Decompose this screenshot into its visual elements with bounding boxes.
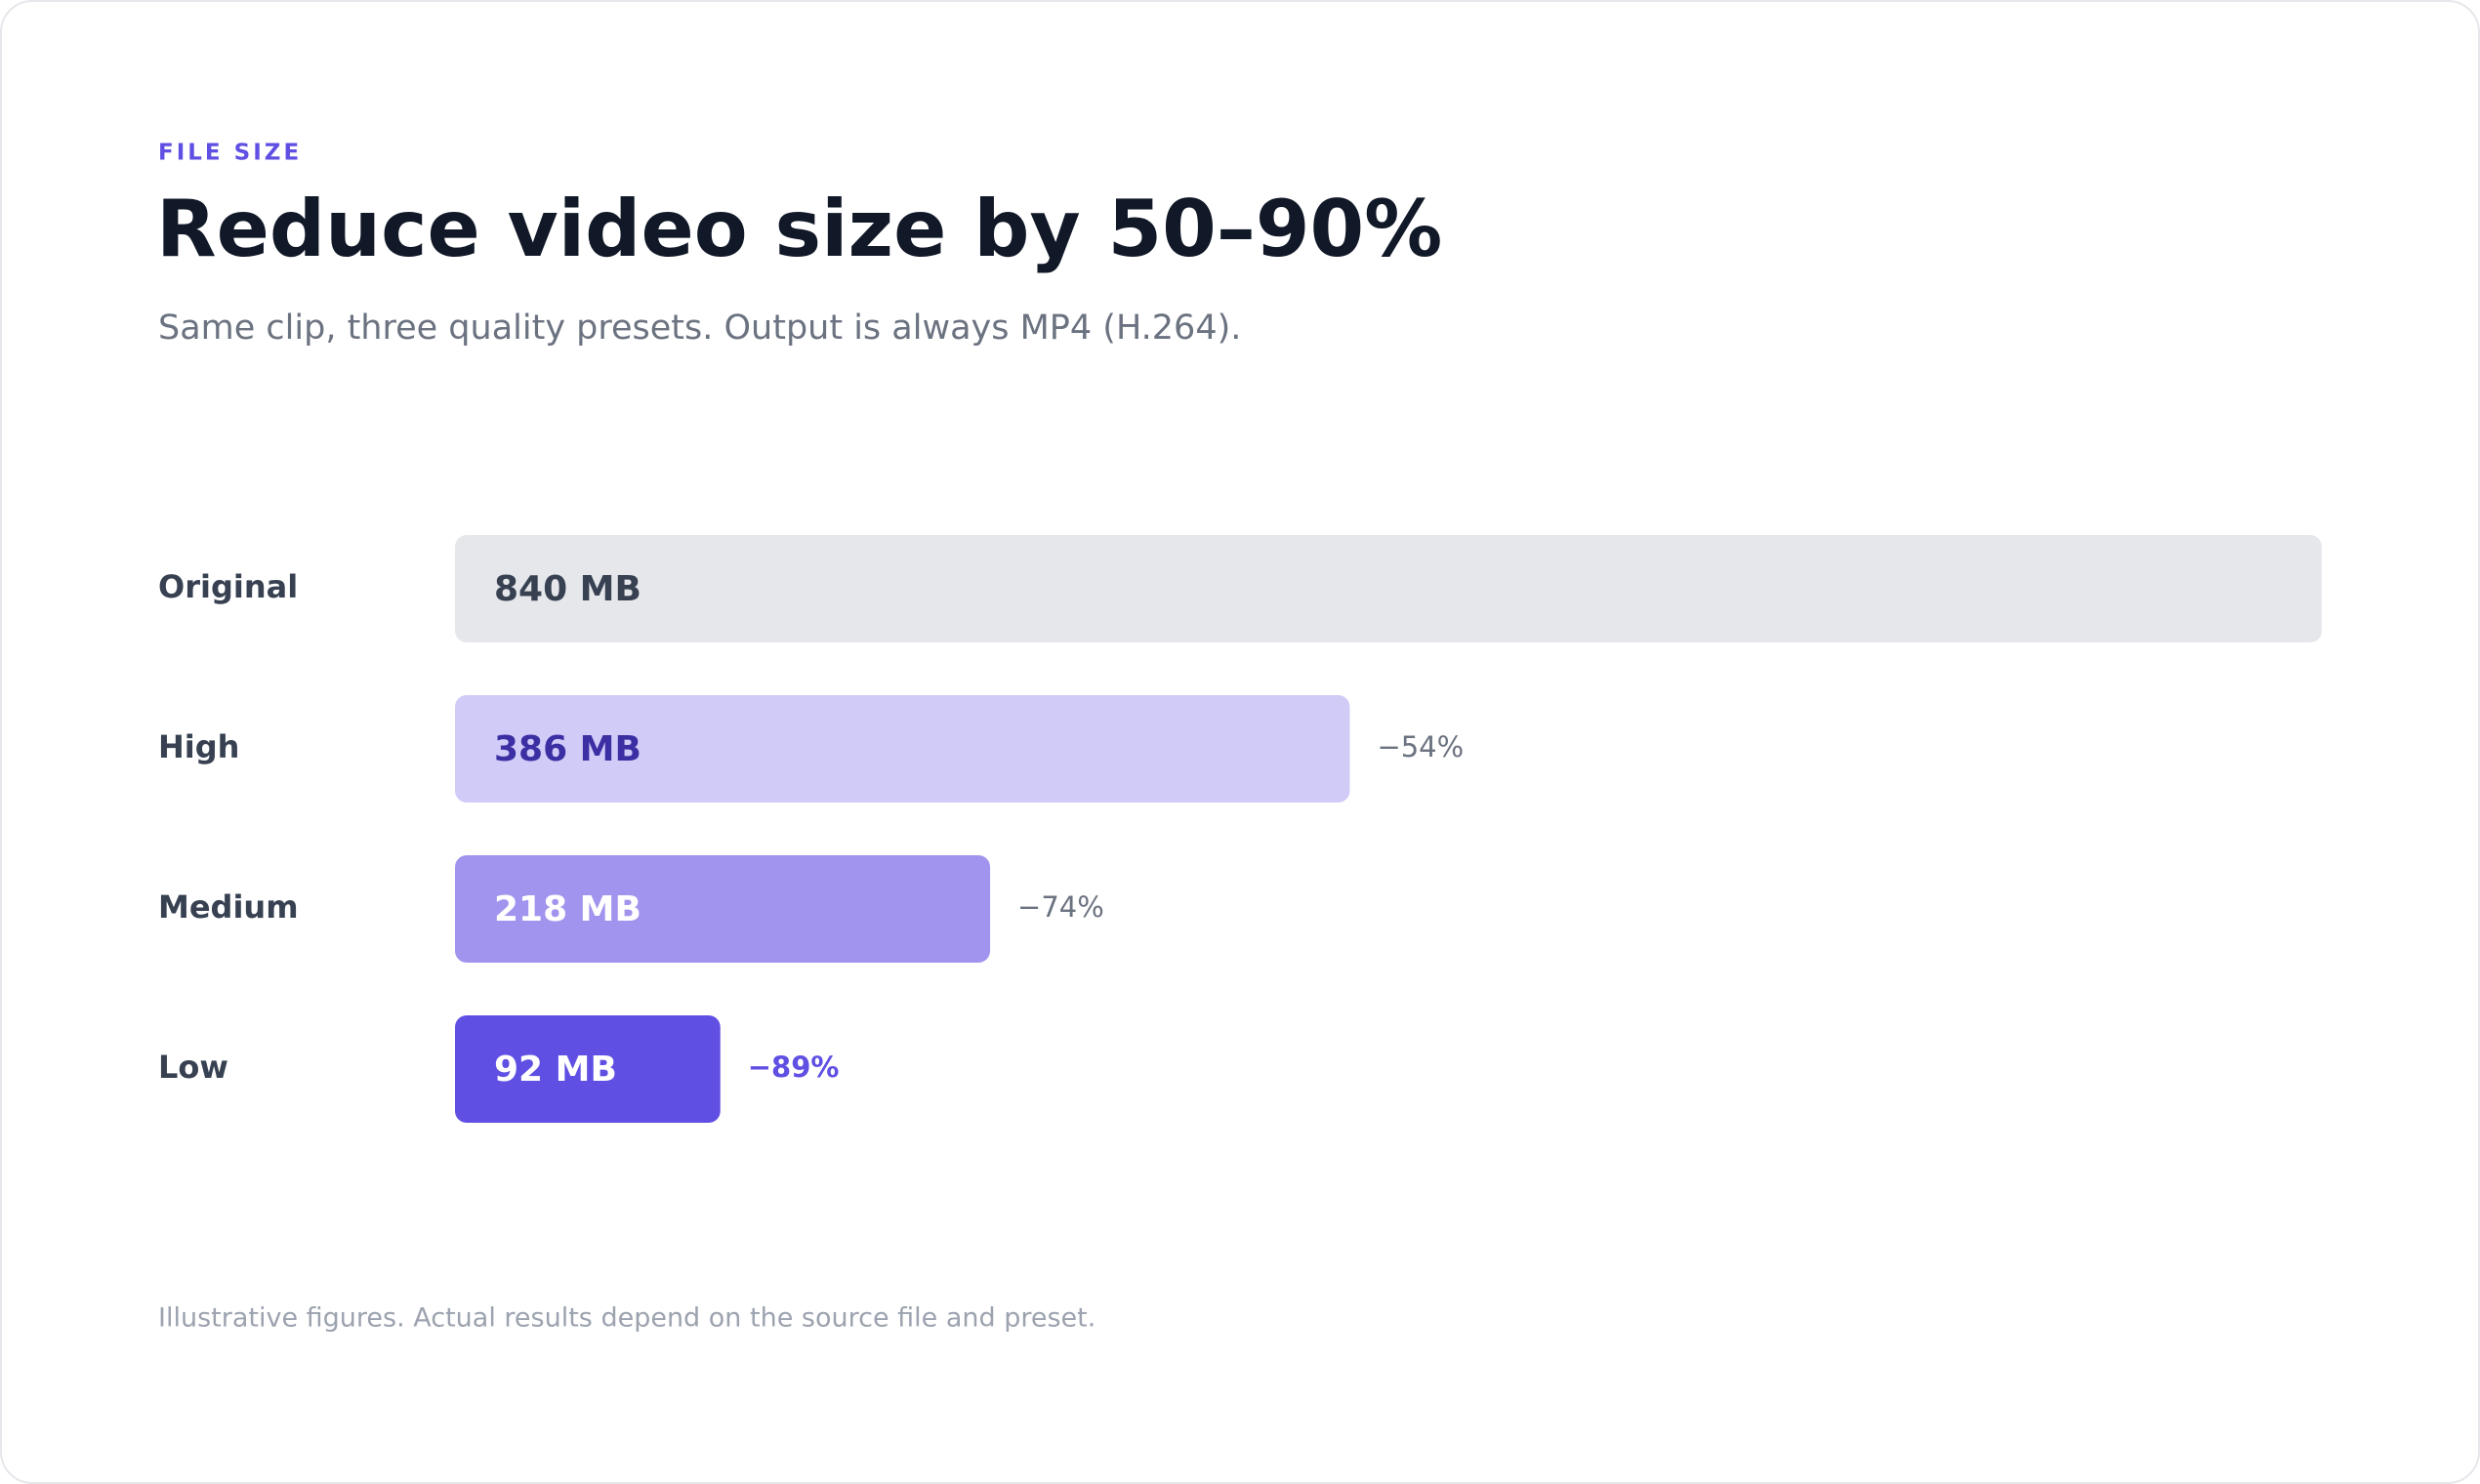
change-label: −89% [748, 1051, 840, 1084]
category-label: Original [158, 568, 298, 605]
chart-title: Reduce video size by 50–90% [156, 184, 1442, 274]
value-label: 92 MB [494, 1050, 617, 1090]
bar [455, 695, 1350, 803]
change-label: −54% [1377, 730, 1464, 763]
value-label: 218 MB [494, 889, 641, 929]
category-label: High [158, 728, 239, 765]
value-label: 386 MB [494, 729, 641, 769]
subtitle: Same clip, three quality presets. Output… [158, 309, 1241, 348]
change-label: −74% [1017, 890, 1104, 924]
kicker: FILE SIZE [158, 141, 302, 166]
footnote: Illustrative figures. Actual results dep… [158, 1303, 1095, 1334]
category-label: Low [158, 1049, 228, 1086]
category-label: Medium [158, 888, 299, 926]
bar [455, 1015, 721, 1123]
bar [455, 535, 2322, 642]
bar [455, 855, 991, 963]
value-label: 840 MB [494, 569, 641, 609]
